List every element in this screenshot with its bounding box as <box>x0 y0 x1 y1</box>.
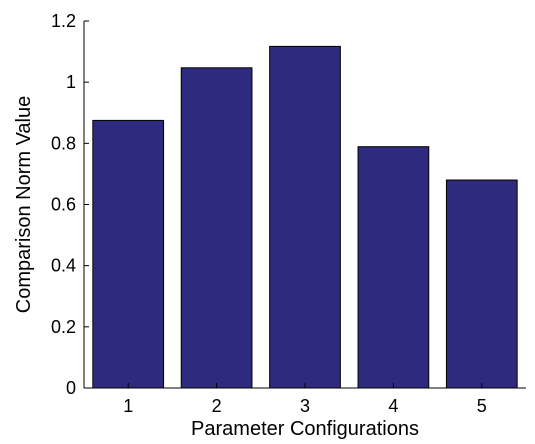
y-axis-ticks: 0 0.2 0.4 0.6 0.8 1 1.2 <box>51 11 89 398</box>
plot-area <box>92 45 518 389</box>
x-tick-label: 5 <box>477 396 487 416</box>
y-tick-label: 0.6 <box>51 195 76 215</box>
bar-3 <box>269 45 341 389</box>
bar-2 <box>180 67 253 389</box>
y-tick-label: 1 <box>66 72 76 92</box>
y-tick-label: 0.2 <box>51 317 76 337</box>
y-axis-label: Comparison Norm Value <box>13 96 35 314</box>
bar-4 <box>357 146 430 389</box>
x-tick-label: 3 <box>300 396 310 416</box>
x-tick-label: 2 <box>212 396 222 416</box>
x-tick-label: 1 <box>123 396 133 416</box>
y-tick-label: 0.8 <box>51 133 76 153</box>
bar-5 <box>445 179 518 389</box>
x-axis-ticks: 1 2 3 4 5 <box>123 383 487 416</box>
y-tick-label: 0.4 <box>51 256 76 276</box>
y-tick-label: 1.2 <box>51 11 76 31</box>
x-tick-label: 4 <box>388 396 398 416</box>
bar-1 <box>92 119 165 389</box>
y-tick-label: 0 <box>66 378 76 398</box>
x-axis-label: Parameter Configurations <box>191 418 419 439</box>
axes <box>83 21 526 389</box>
